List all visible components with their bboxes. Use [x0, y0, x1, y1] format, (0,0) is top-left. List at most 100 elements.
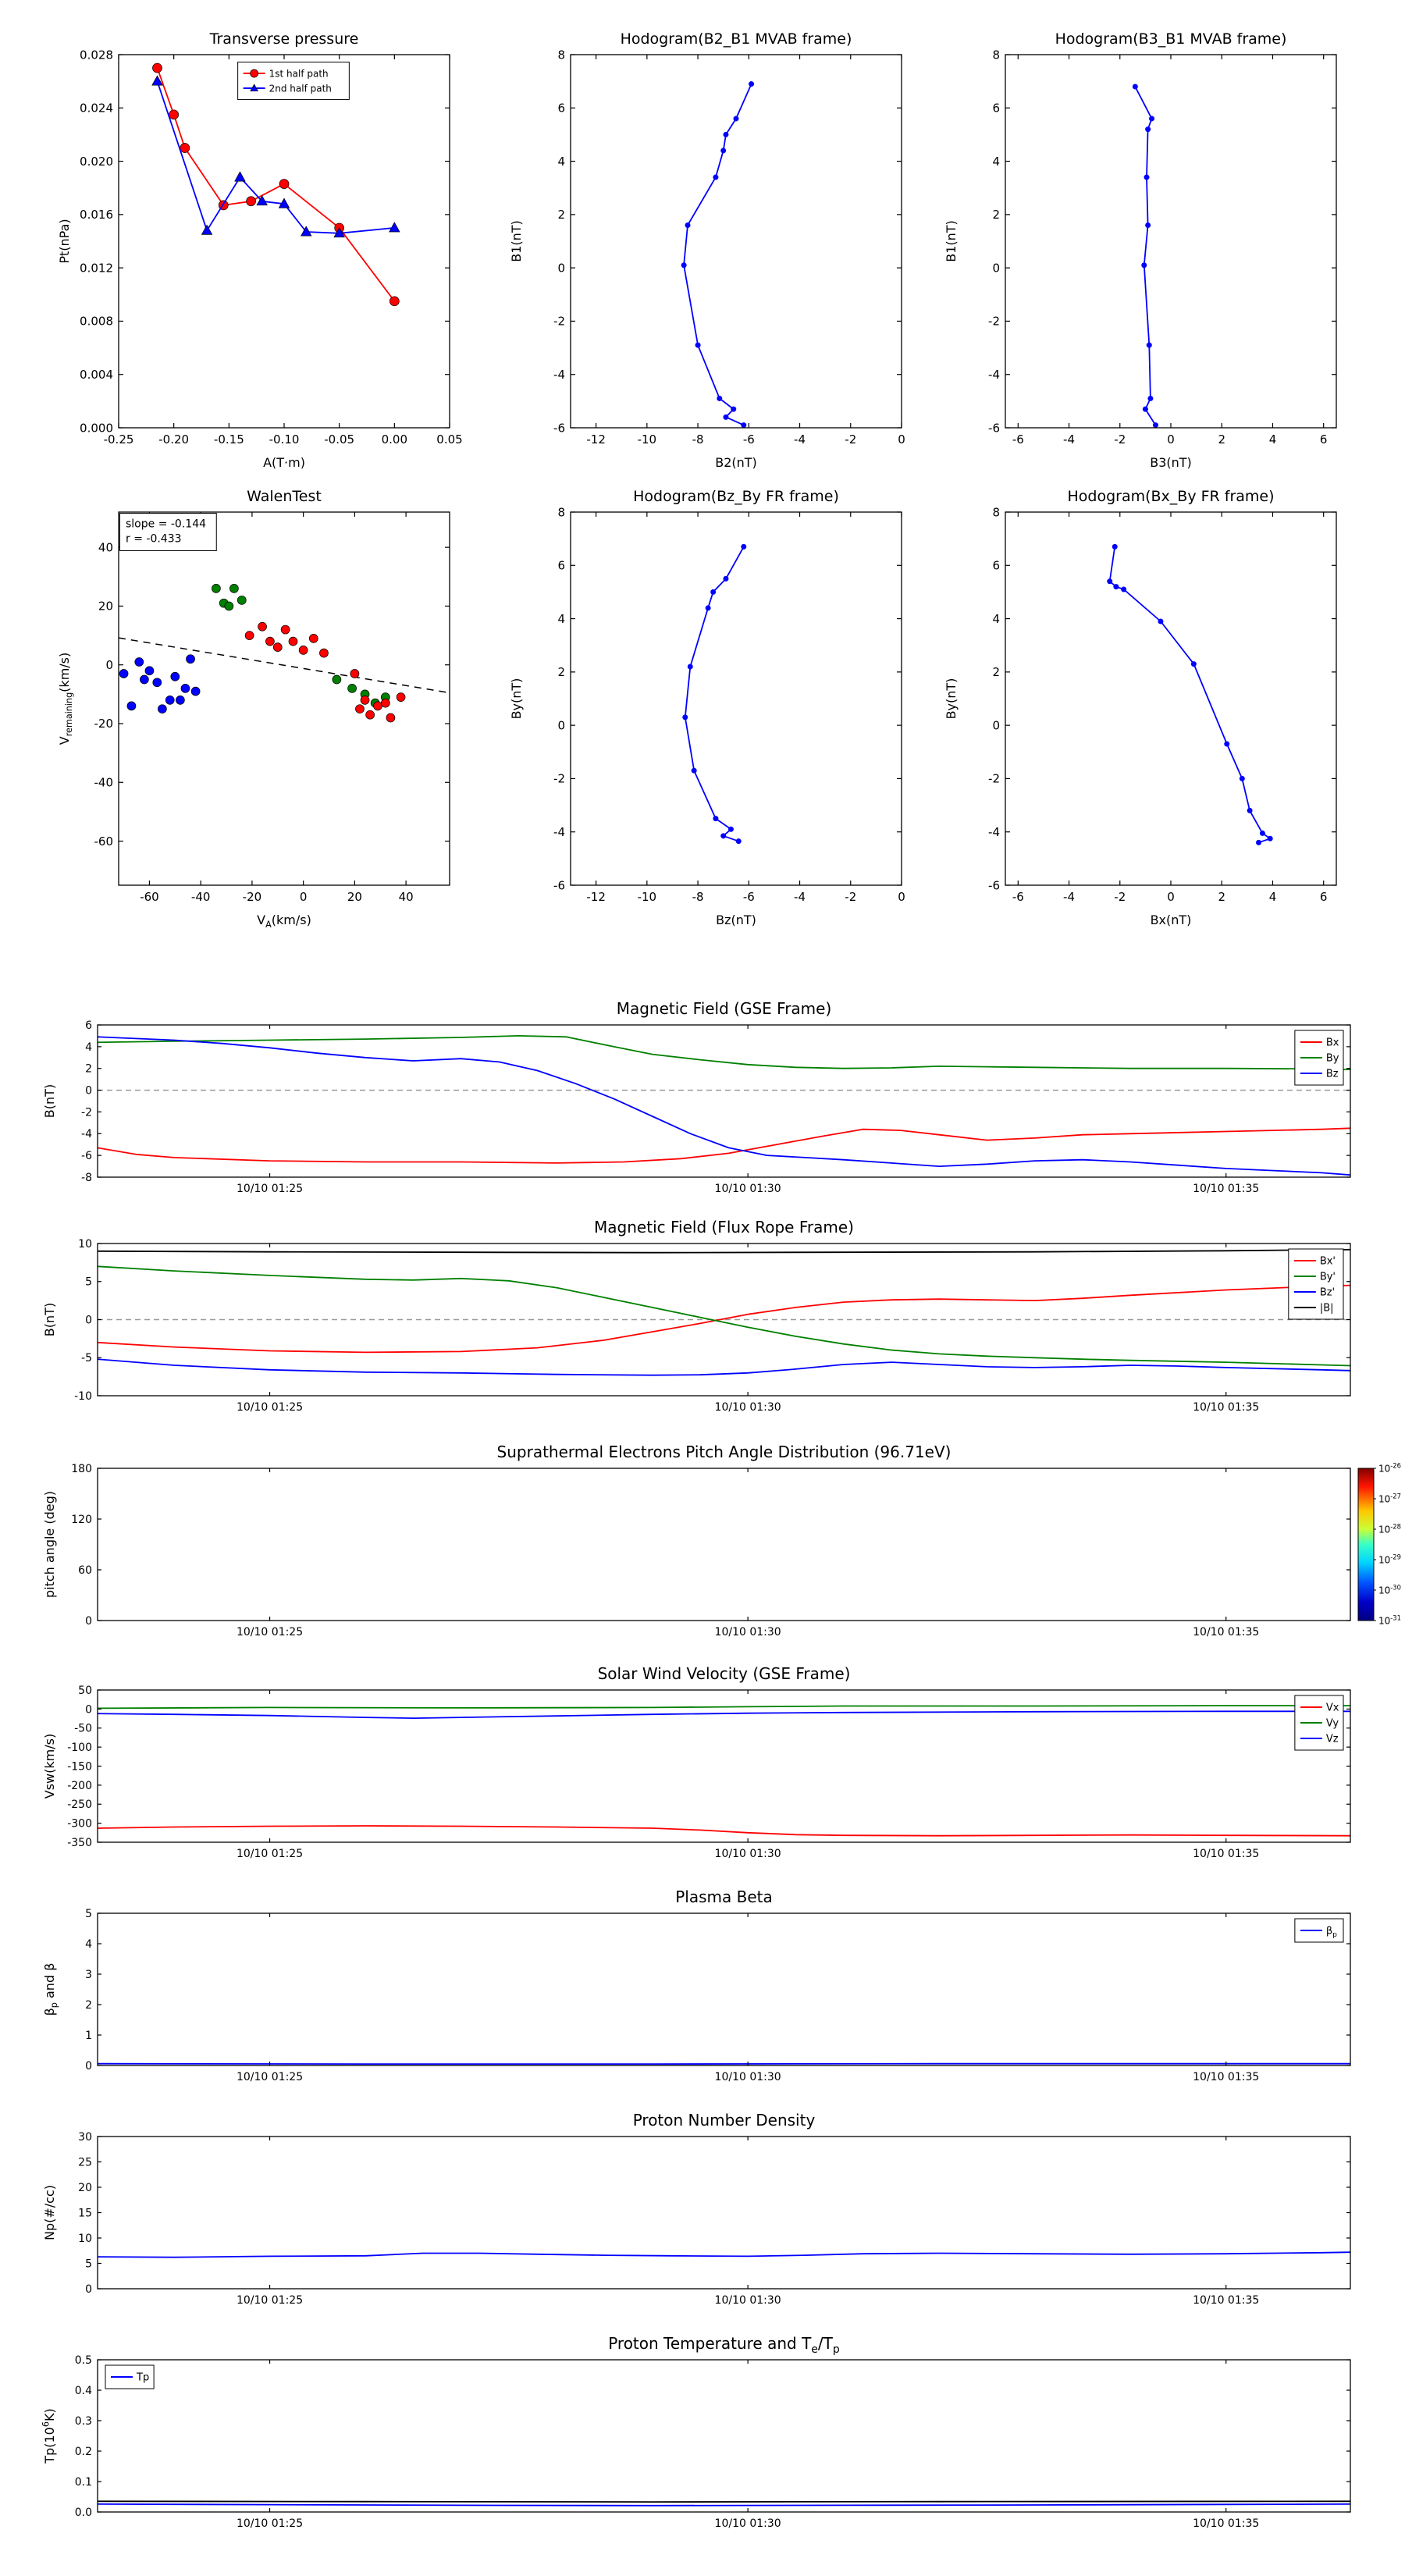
svg-text:Bx(nT): Bx(nT): [1151, 913, 1192, 927]
svg-text:10-26: 10-26: [1378, 1461, 1401, 1474]
chart-canvas-hodo_bzby: -12 -10 -8 -6 -4 -2 0 -6 -4 -2 0 2 4 6 8 Hodogram(Bz_By…: [509, 488, 905, 927]
svg-text:0: 0: [85, 2283, 92, 2296]
svg-text:|B|: |B|: [1320, 1303, 1334, 1315]
svg-text:10/10 01:25: 10/10 01:25: [237, 2517, 303, 2530]
svg-text:2: 2: [1218, 890, 1225, 904]
chart-hodogram-bx-by: -6 -4 -2 0 2 4 6 -6 -4 -2 0 2 4 6 8 Hodogram(Bx_By FR f…: [937, 473, 1350, 941]
svg-text:0: 0: [85, 1615, 92, 1628]
svg-text:-10: -10: [74, 1390, 92, 1403]
svg-text:By': By': [1320, 1272, 1336, 1283]
svg-text:6: 6: [1320, 432, 1328, 447]
svg-text:10/10 01:25: 10/10 01:25: [237, 2294, 303, 2307]
svg-text:-4: -4: [553, 368, 565, 382]
svg-text:-12: -12: [586, 432, 606, 447]
svg-text:10/10 01:30: 10/10 01:30: [715, 1848, 781, 1860]
svg-text:10/10 01:30: 10/10 01:30: [715, 1401, 781, 1414]
svg-text:-2: -2: [845, 890, 856, 904]
svg-text:B3(nT): B3(nT): [1150, 455, 1192, 470]
svg-text:3: 3: [85, 1969, 92, 1981]
svg-text:-0.05: -0.05: [324, 432, 354, 447]
svg-text:B2(nT): B2(nT): [715, 455, 757, 470]
svg-text:0.4: 0.4: [75, 2385, 92, 2397]
svg-text:-20: -20: [243, 890, 262, 904]
svg-text:0: 0: [85, 2060, 92, 2073]
chart-transverse-pressure: -0.25 -0.20 -0.15 -0.10 -0.05 0.00 0.05 0.000 0.…: [50, 16, 464, 484]
svg-text:10/10 01:25: 10/10 01:25: [237, 2071, 303, 2083]
svg-text:-350: -350: [67, 1837, 92, 1849]
svg-text:-4: -4: [988, 825, 1000, 839]
chart-canvas-tp: 10/10 01:25 10/10 01:30 10/10 01:35 0.0 0.1 0…: [41, 2334, 1351, 2530]
svg-text:4: 4: [85, 1041, 92, 1054]
chart-canvas-hodo_bxby: -6 -4 -2 0 2 4 6 -6 -4 -2 0 2 4 6 8 Hodogram(Bx_By FR f…: [944, 488, 1337, 927]
svg-text:-250: -250: [67, 1799, 92, 1811]
svg-text:4: 4: [557, 155, 565, 169]
svg-text:10/10 01:35: 10/10 01:35: [1193, 1848, 1259, 1860]
svg-text:Hodogram(Bx_By FR frame): Hodogram(Bx_By FR frame): [1067, 488, 1274, 505]
svg-text:-40: -40: [94, 776, 114, 790]
svg-text:-0.15: -0.15: [214, 432, 244, 447]
svg-text:r = -0.433: r = -0.433: [126, 533, 182, 546]
svg-text:-6: -6: [988, 878, 1000, 892]
svg-text:4: 4: [557, 612, 565, 626]
svg-text:40: 40: [399, 890, 414, 904]
svg-text:-6: -6: [553, 421, 565, 435]
svg-text:-2: -2: [81, 1106, 92, 1119]
svg-text:Magnetic Field (Flux Rope Fram: Magnetic Field (Flux Rope Frame): [594, 1218, 854, 1236]
chart-canvas-bgse: 10/10 01:25 10/10 01:30 10/10 01:35 -8 -6 -4 -…: [42, 999, 1351, 1195]
chart-canvas-pt: -0.25 -0.20 -0.15 -0.10 -0.05 0.00 0.05 0.000 0.…: [57, 30, 463, 470]
svg-text:8: 8: [557, 505, 565, 519]
svg-text:20: 20: [78, 2182, 92, 2194]
svg-text:-8: -8: [692, 432, 704, 447]
svg-text:4: 4: [992, 155, 1000, 169]
svg-text:Np(#/cc): Np(#/cc): [42, 2185, 57, 2240]
svg-text:0.008: 0.008: [80, 315, 113, 329]
svg-text:By: By: [1326, 1053, 1339, 1065]
svg-text:A(T·m): A(T·m): [263, 455, 305, 470]
svg-text:4: 4: [992, 612, 1000, 626]
svg-text:Bz(nT): Bz(nT): [716, 913, 756, 927]
svg-text:10/10 01:35: 10/10 01:35: [1193, 1626, 1259, 1638]
chart-canvas-bfr: 10/10 01:25 10/10 01:30 10/10 01:35 -10 -5 0 5…: [42, 1218, 1351, 1414]
svg-text:Hodogram(Bz_By FR frame): Hodogram(Bz_By FR frame): [633, 488, 839, 505]
svg-text:40: 40: [98, 540, 113, 554]
svg-text:10/10 01:30: 10/10 01:30: [715, 2071, 781, 2083]
svg-text:B(nT): B(nT): [42, 1303, 57, 1336]
svg-text:10-29: 10-29: [1378, 1553, 1401, 1565]
panel-proton-density: 10/10 01:25 10/10 01:30 10/10 01:35 0 5 10 15 2…: [0, 2101, 1405, 2320]
svg-text:2nd half path: 2nd half path: [269, 83, 332, 94]
svg-text:By(nT): By(nT): [509, 678, 524, 720]
svg-text:-4: -4: [1063, 432, 1075, 447]
svg-text:25: 25: [78, 2156, 92, 2169]
svg-text:180: 180: [71, 1463, 92, 1475]
svg-text:2: 2: [85, 1999, 92, 2012]
svg-text:0: 0: [898, 432, 905, 447]
svg-text:-4: -4: [81, 1128, 92, 1140]
svg-text:Vy: Vy: [1326, 1718, 1339, 1730]
svg-text:-2: -2: [988, 772, 1000, 786]
svg-text:10: 10: [78, 1238, 92, 1251]
svg-text:-6: -6: [988, 421, 1000, 435]
svg-text:-8: -8: [81, 1172, 92, 1184]
svg-text:6: 6: [557, 101, 565, 116]
svg-text:-6: -6: [81, 1150, 92, 1162]
svg-text:βp: βp: [1326, 1926, 1337, 1939]
svg-text:-6: -6: [743, 432, 755, 447]
svg-text:8: 8: [557, 48, 565, 62]
svg-text:By(nT): By(nT): [944, 678, 959, 720]
svg-text:1st half path: 1st half path: [269, 68, 329, 79]
svg-text:-2: -2: [553, 772, 565, 786]
chart-hodogram-bz-by: -12 -10 -8 -6 -4 -2 0 -6 -4 -2 0 2 4 6 8 Hodogram(Bz_By…: [502, 473, 916, 941]
svg-text:-40: -40: [191, 890, 210, 904]
svg-text:-0.20: -0.20: [158, 432, 189, 447]
panel-magnetic-field-fr: 10/10 01:25 10/10 01:30 10/10 01:35 -10 -5 0 5…: [0, 1208, 1405, 1427]
svg-text:-6: -6: [1012, 432, 1024, 447]
svg-text:Plasma Beta: Plasma Beta: [675, 1888, 773, 1906]
chart-canvas-hodo_b3b1: -6 -4 -2 0 2 4 6 -6 -4 -2 0 2 4 6 8 Hodogram(B3_B1 MVAB…: [944, 30, 1337, 470]
svg-text:4: 4: [85, 1938, 92, 1951]
svg-text:4: 4: [1269, 890, 1277, 904]
svg-text:10/10 01:30: 10/10 01:30: [715, 1626, 781, 1638]
chart-canvas-hodo_b2b1: -12 -10 -8 -6 -4 -2 0 -6 -4 -2 0 2 4 6 8 Hodogram(B2_B1…: [509, 30, 905, 470]
svg-text:-6: -6: [743, 890, 755, 904]
svg-text:10/10 01:35: 10/10 01:35: [1193, 1183, 1259, 1195]
svg-text:6: 6: [992, 101, 1000, 116]
